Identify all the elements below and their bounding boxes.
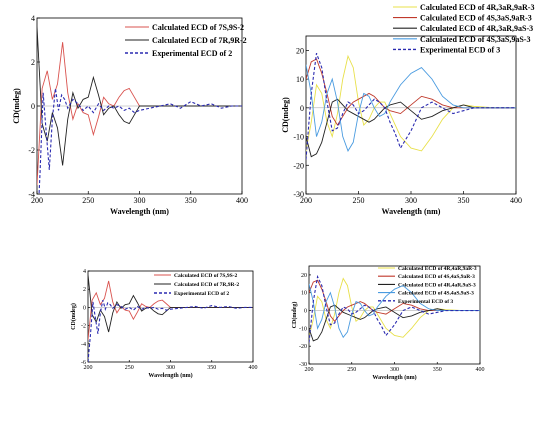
x-axis-label: Wavelength (nm) bbox=[110, 207, 169, 216]
y-axis-label: CD(mdeg) bbox=[12, 88, 21, 124]
x-tick-label: 200 bbox=[84, 365, 93, 371]
y-tick-label: 0 bbox=[300, 104, 304, 113]
y-tick-label: -10 bbox=[299, 326, 307, 332]
chart-panel-4: 200 250 300 350 400 -30 -20 -10 0 10 20 Wavelength … bbox=[291, 265, 485, 381]
y-tick-label: 20 bbox=[301, 273, 307, 279]
series-line-5 bbox=[309, 274, 480, 343]
chart-panel-2: 200 250 300 350 400 -30 -20 -10 0 10 20 Wavelength … bbox=[281, 3, 534, 216]
x-tick-label: 200 bbox=[305, 367, 314, 373]
y-tick-label: -30 bbox=[293, 190, 304, 199]
y-tick-label: 10 bbox=[296, 75, 304, 84]
y-axis-label: CD(mdeg) bbox=[291, 302, 298, 329]
series-line-3 bbox=[38, 88, 242, 194]
x-tick-label: 350 bbox=[185, 196, 197, 205]
series-line-4 bbox=[309, 283, 480, 339]
series-line-2 bbox=[37, 26, 242, 166]
series-line-1 bbox=[88, 280, 253, 341]
legend-label: Calculated ECD of 4S,4aS,9aS-3 bbox=[398, 291, 474, 297]
chart-panel-1: 200 250 300 350 400 -4 -2 0 2 4 Wavelength (nm) CD(… bbox=[12, 14, 248, 216]
y-tick-label: -30 bbox=[299, 362, 307, 368]
x-tick-label: 400 bbox=[249, 365, 258, 371]
x-tick-label: 250 bbox=[82, 196, 94, 205]
series-line-3 bbox=[88, 299, 253, 362]
series-line-1 bbox=[37, 42, 242, 186]
legend-label: Experimental ECD of 2 bbox=[152, 49, 232, 58]
legend-label: Calculated ECD of 4S,3aS,9aS-3 bbox=[420, 35, 530, 44]
x-axis-label: Wavelength (nm) bbox=[148, 372, 192, 379]
legend-label: Calculated ECD of 4R,4aR,9aS-3 bbox=[398, 282, 476, 288]
y-axis-label: CD(mdeg) bbox=[281, 97, 290, 133]
legend-label: Experimental ECD of 3 bbox=[398, 299, 453, 305]
x-tick-label: 400 bbox=[476, 367, 485, 373]
x-tick-label: 350 bbox=[433, 367, 442, 373]
x-tick-label: 350 bbox=[207, 365, 216, 371]
chart-panel-3: 200 250 300 350 400 -6 -4 -2 0 2 4 Wavelength (nm) C… bbox=[70, 269, 258, 379]
y-tick-label: 20 bbox=[296, 46, 304, 55]
legend-label: Calculated ECD of 4R,4aR,9aR-3 bbox=[398, 266, 477, 272]
x-tick-label: 250 bbox=[347, 367, 356, 373]
series-line-3 bbox=[309, 304, 480, 342]
y-tick-label: 0 bbox=[83, 305, 86, 311]
series-line-4 bbox=[306, 64, 516, 152]
legend-label: Experimental ECD of 2 bbox=[174, 291, 229, 297]
y-tick-label: -20 bbox=[293, 161, 304, 170]
x-tick-label: 400 bbox=[510, 196, 522, 205]
x-axis-label: Wavelength (nm) bbox=[372, 374, 416, 381]
y-tick-label: -2 bbox=[28, 146, 35, 155]
legend-label: Calculated ECD of 7S,9S-2 bbox=[174, 273, 238, 279]
y-axis-label: CD(mdeg) bbox=[70, 303, 77, 330]
x-tick-label: 300 bbox=[390, 367, 399, 373]
y-tick-label: 2 bbox=[31, 58, 35, 67]
y-tick-label: 2 bbox=[83, 287, 86, 293]
series-line-2 bbox=[309, 279, 480, 322]
x-tick-label: 300 bbox=[405, 196, 417, 205]
x-tick-label: 300 bbox=[166, 365, 175, 371]
series-line-5 bbox=[306, 53, 516, 160]
y-tick-label: 4 bbox=[31, 14, 35, 23]
x-tick-label: 300 bbox=[134, 196, 146, 205]
series-line-3 bbox=[306, 98, 516, 158]
legend-label: Calculated ECD of 7R,9R-2 bbox=[174, 282, 239, 288]
legend-label: Calculated ECD of 4R,3aR,9aS-3 bbox=[420, 24, 533, 33]
x-tick-label: 400 bbox=[236, 196, 248, 205]
y-tick-label: -4 bbox=[81, 342, 86, 348]
y-tick-label: 10 bbox=[301, 291, 307, 297]
legend-label: Calculated ECD of 4S,4aS,9aR-3 bbox=[398, 274, 475, 280]
legend-label: Calculated ECD of 4R,3aR,9aR-3 bbox=[420, 3, 534, 12]
x-tick-label: 250 bbox=[125, 365, 134, 371]
series-line-2 bbox=[306, 58, 516, 126]
y-tick-label: -6 bbox=[81, 360, 86, 366]
y-tick-label: 0 bbox=[304, 309, 307, 315]
y-tick-label: -20 bbox=[299, 344, 307, 350]
legend-label: Calculated ECD of 7R,9R-2 bbox=[152, 36, 247, 45]
x-tick-label: 350 bbox=[458, 196, 470, 205]
y-tick-label: -2 bbox=[81, 324, 86, 330]
x-axis-label: Wavelength (nm) bbox=[382, 207, 441, 216]
y-tick-label: -10 bbox=[293, 133, 304, 142]
x-tick-label: 250 bbox=[353, 196, 365, 205]
y-tick-label: 4 bbox=[83, 269, 86, 275]
legend-label: Calculated ECD of 7S,9S-2 bbox=[152, 23, 244, 32]
series-line-2 bbox=[88, 274, 253, 333]
legend-label: Experimental ECD of 3 bbox=[420, 45, 500, 54]
x-tick-label: 200 bbox=[300, 196, 312, 205]
y-tick-label: 0 bbox=[31, 102, 35, 111]
legend-label: Calculated ECD of 4S,3aS,9aR-3 bbox=[420, 14, 532, 23]
x-tick-label: 200 bbox=[31, 196, 43, 205]
y-tick-label: -4 bbox=[28, 190, 35, 199]
